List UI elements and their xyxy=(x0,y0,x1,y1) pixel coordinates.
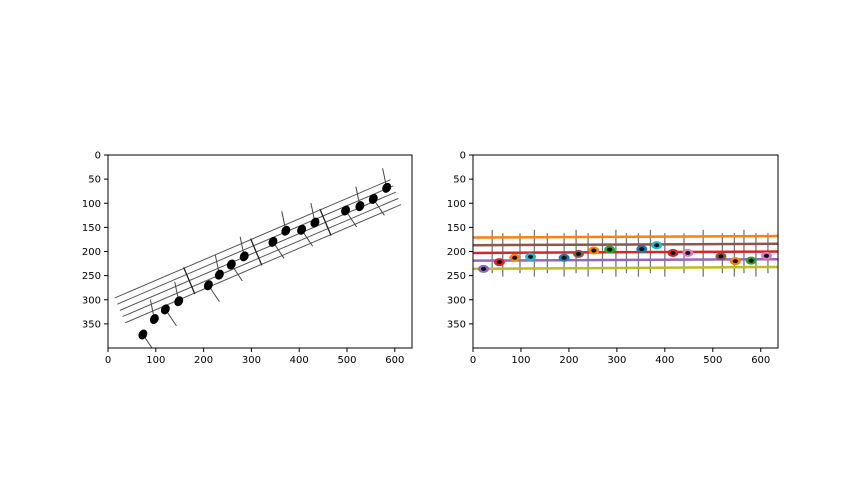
note-head xyxy=(310,217,320,228)
staff-line xyxy=(114,179,391,299)
right-panel: 0 100 200 300 400 500 600 0 50 100 150 200 250 300 350 xyxy=(447,151,779,366)
staff-line xyxy=(122,197,399,318)
note-head xyxy=(670,250,676,255)
y-tick-label: 200 xyxy=(447,247,466,258)
y-tick-label: 150 xyxy=(82,223,101,234)
barline xyxy=(319,208,332,236)
x-tick-label: 300 xyxy=(607,355,626,366)
staff-line xyxy=(473,250,778,255)
note-head xyxy=(561,255,567,260)
staff-line xyxy=(119,191,396,311)
y-tick-label: 300 xyxy=(82,295,101,306)
x-tick-label: 600 xyxy=(751,355,770,366)
staff-line xyxy=(473,257,778,262)
staff-line xyxy=(473,265,778,271)
note-head xyxy=(748,258,754,263)
x-tick-label: 400 xyxy=(655,355,674,366)
note-head xyxy=(480,266,487,271)
note-head xyxy=(639,247,645,252)
y-tick-label: 300 xyxy=(447,295,466,306)
y-tick-label: 200 xyxy=(82,247,101,258)
y-tick-label: 50 xyxy=(453,175,466,186)
note-head xyxy=(763,253,770,258)
y-tick-label: 0 xyxy=(95,151,101,162)
note-head xyxy=(718,254,724,259)
note-head xyxy=(685,250,691,255)
note-head xyxy=(732,259,738,264)
y-tick-label: 100 xyxy=(82,199,101,210)
note-head xyxy=(575,251,582,256)
y-tick-label: 350 xyxy=(82,319,101,330)
note-head xyxy=(160,304,170,315)
note-head xyxy=(226,259,236,270)
note-head xyxy=(214,269,224,280)
note-head xyxy=(239,251,249,262)
x-tick-label: 200 xyxy=(194,355,213,366)
note-head xyxy=(268,236,278,247)
x-tick-label: 600 xyxy=(385,355,404,366)
note-head xyxy=(297,224,307,235)
note-head xyxy=(138,329,148,340)
barline xyxy=(249,238,263,266)
note-head xyxy=(203,280,213,291)
note-head xyxy=(654,243,660,248)
y-tick-label: 0 xyxy=(460,151,466,162)
note-head xyxy=(512,255,518,260)
note-head xyxy=(281,225,291,236)
note-head xyxy=(355,201,365,212)
left-panel: 0 100 200 300 400 500 600 0 50 100 150 200 250 300 350 xyxy=(82,151,413,366)
note-head xyxy=(341,205,351,216)
staff-line xyxy=(117,185,394,305)
y-tick-label: 250 xyxy=(82,271,101,282)
note-head xyxy=(607,247,613,252)
note-head xyxy=(368,193,378,204)
y-tick-label: 350 xyxy=(447,319,466,330)
barline xyxy=(183,267,196,295)
x-tick-label: 200 xyxy=(559,355,578,366)
y-tick-label: 50 xyxy=(88,175,101,186)
staff-line xyxy=(473,242,778,247)
note-head xyxy=(496,260,502,265)
x-tick-label: 500 xyxy=(337,355,356,366)
staff-line xyxy=(473,234,778,239)
x-tick-label: 300 xyxy=(242,355,261,366)
note-head xyxy=(149,314,159,325)
y-tick-label: 150 xyxy=(447,223,466,234)
y-tick-label: 100 xyxy=(447,199,466,210)
plot-area xyxy=(473,229,778,277)
x-tick-label: 100 xyxy=(511,355,530,366)
y-tick-label: 250 xyxy=(447,271,466,282)
x-tick-label: 400 xyxy=(290,355,309,366)
note-head xyxy=(174,296,184,307)
plot-area xyxy=(114,168,402,348)
x-tick-label: 0 xyxy=(470,355,476,366)
note-head xyxy=(591,248,597,253)
x-tick-label: 0 xyxy=(105,355,111,366)
x-tick-label: 100 xyxy=(146,355,165,366)
note-head xyxy=(527,254,534,259)
x-tick-label: 500 xyxy=(703,355,722,366)
note-head xyxy=(382,182,392,193)
